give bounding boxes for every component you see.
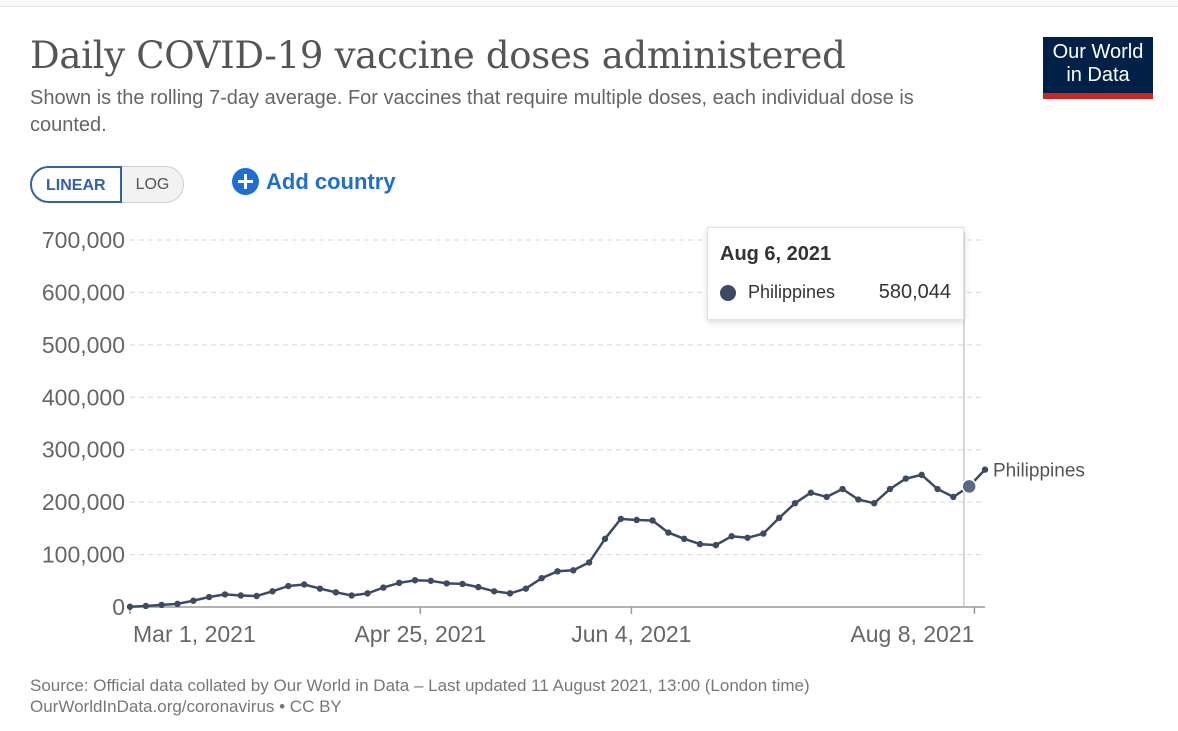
y-tick-label: 700,000 bbox=[42, 227, 125, 253]
tooltip-date: Aug 6, 2021 bbox=[720, 243, 832, 265]
data-point bbox=[950, 493, 957, 501]
hovered-point-marker bbox=[961, 478, 977, 495]
data-point bbox=[870, 499, 878, 507]
series-color-dot bbox=[720, 284, 736, 301]
data-point bbox=[285, 582, 292, 590]
data-point bbox=[918, 471, 925, 479]
y-tick-label: 0 bbox=[112, 594, 125, 620]
y-tick-label: 400,000 bbox=[42, 384, 125, 410]
data-point bbox=[316, 585, 324, 592]
chart-title: Daily COVID-19 vaccine doses administere… bbox=[30, 34, 846, 77]
data-point bbox=[348, 592, 355, 599]
tooltip-value: 580,044 bbox=[878, 281, 951, 303]
data-point bbox=[775, 514, 783, 522]
x-axis: Mar 1, 2021 Apr 25, 2021 Jun 4, 2021 Aug 8,… bbox=[129, 606, 985, 647]
data-point bbox=[237, 592, 245, 599]
data-point bbox=[380, 584, 387, 591]
logo-line-1: Our World bbox=[1052, 41, 1144, 63]
data-point bbox=[665, 529, 672, 536]
linear-scale-button[interactable]: LINEAR bbox=[30, 166, 122, 203]
data-point bbox=[506, 590, 514, 597]
x-tick-label: Mar 1, 2021 bbox=[133, 621, 256, 647]
data-point bbox=[411, 577, 419, 584]
series-end-label: Philippines bbox=[993, 461, 1085, 482]
data-point bbox=[443, 580, 450, 587]
data-point bbox=[823, 493, 830, 501]
data-point bbox=[791, 499, 799, 507]
data-point bbox=[744, 534, 751, 541]
data-point bbox=[205, 593, 213, 601]
data-point bbox=[601, 535, 609, 543]
data-point bbox=[538, 574, 545, 582]
data-point bbox=[269, 588, 276, 595]
data-point bbox=[395, 579, 403, 587]
data-point bbox=[253, 592, 260, 600]
data-point bbox=[142, 602, 150, 610]
data-point bbox=[902, 475, 910, 482]
data-point bbox=[364, 590, 371, 597]
data-point bbox=[855, 496, 862, 503]
data-point bbox=[728, 533, 735, 540]
top-frame-bar bbox=[0, 0, 1178, 7]
data-point bbox=[522, 585, 530, 592]
data-point bbox=[475, 583, 482, 591]
data-point bbox=[190, 597, 197, 604]
data-point bbox=[696, 540, 704, 548]
y-tick-label: 200,000 bbox=[42, 489, 125, 515]
data-point bbox=[760, 530, 767, 537]
hover-tooltip: Aug 6, 2021 Philippines 580,044 bbox=[707, 227, 964, 320]
data-point bbox=[332, 589, 340, 596]
y-tick-label: 100,000 bbox=[42, 542, 125, 568]
y-tick-label: 600,000 bbox=[42, 279, 125, 305]
logo-line-2: in Data bbox=[1066, 64, 1130, 86]
add-country-label: Add country bbox=[266, 168, 396, 194]
data-point bbox=[633, 516, 640, 524]
x-tick-label: Apr 25, 2021 bbox=[354, 621, 486, 647]
data-point bbox=[459, 580, 466, 588]
data-point bbox=[221, 591, 229, 598]
x-tick-label: Aug 8, 2021 bbox=[850, 621, 974, 647]
data-point bbox=[649, 517, 656, 524]
data-point bbox=[839, 485, 846, 493]
data-point bbox=[126, 603, 134, 610]
y-axis: 0 100,000 200,000 300,000 400,000 500,000 600,… bbox=[42, 227, 125, 620]
data-point bbox=[617, 515, 625, 523]
source-line-1: Source: Official data collated by Our Wo… bbox=[30, 676, 810, 695]
series-line-philippines bbox=[129, 468, 986, 608]
data-point bbox=[300, 581, 308, 588]
source-line-2[interactable]: OurWorldInData.org/coronavirus • CC BY bbox=[30, 697, 342, 716]
x-tick-label: Jun 4, 2021 bbox=[571, 621, 691, 647]
data-point bbox=[570, 567, 577, 574]
plus-circle-icon bbox=[232, 168, 259, 195]
data-point bbox=[490, 588, 498, 595]
data-point bbox=[680, 535, 688, 543]
data-point bbox=[981, 466, 989, 473]
owid-logo[interactable]: Our World in Data bbox=[1043, 37, 1153, 99]
scale-toggle: LINEAR LOG bbox=[30, 166, 185, 203]
data-point bbox=[554, 568, 561, 575]
data-point bbox=[585, 559, 593, 566]
y-tick-label: 300,000 bbox=[42, 437, 125, 463]
data-point bbox=[886, 485, 894, 493]
data-point bbox=[712, 541, 720, 549]
data-point bbox=[158, 601, 165, 609]
log-scale-button[interactable]: LOG bbox=[121, 166, 185, 203]
tooltip-row: Philippines 580,044 bbox=[720, 281, 951, 304]
series-group: Philippines bbox=[126, 232, 1085, 610]
source-note: Source: Official data collated by Our Wo… bbox=[30, 675, 810, 717]
chart-subtitle: Shown is the rolling 7-day average. For … bbox=[30, 87, 914, 136]
data-point bbox=[427, 577, 435, 584]
data-point bbox=[807, 489, 815, 496]
add-country-button[interactable]: Add country bbox=[232, 168, 396, 195]
data-point bbox=[174, 600, 181, 608]
tooltip-series-name: Philippines bbox=[748, 282, 836, 302]
data-point bbox=[934, 485, 941, 493]
y-tick-label: 500,000 bbox=[42, 332, 125, 358]
